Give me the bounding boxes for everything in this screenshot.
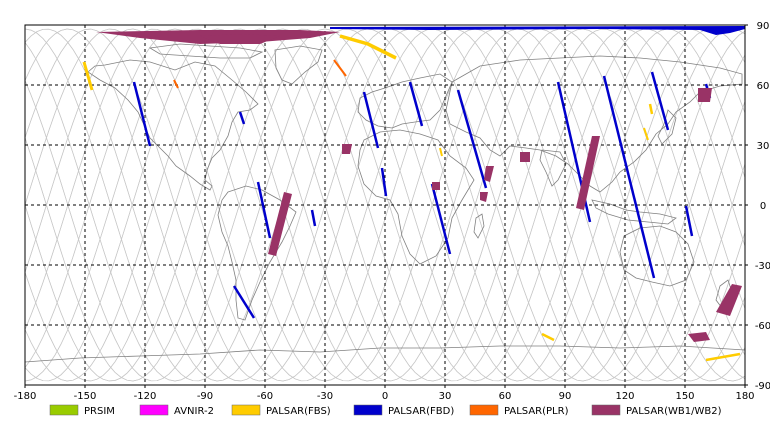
fbd-swath <box>430 183 452 255</box>
fbd-swath <box>232 285 256 319</box>
coastlines <box>24 43 746 363</box>
plr-swath <box>173 79 179 89</box>
fbs-swath <box>648 103 654 115</box>
wb-swath <box>480 192 488 202</box>
legend-label: PALSAR(FBS) <box>266 406 331 417</box>
wb-swath <box>698 88 712 102</box>
x-tick-label: 30 <box>439 391 452 402</box>
plr-swath <box>333 59 347 77</box>
fbd-swath <box>310 209 317 227</box>
fbd-swath <box>256 181 272 239</box>
y-axis-ticks: 90 60 30 0 -30 -60 -90 <box>745 21 770 392</box>
x-tick-label: 0 <box>382 391 388 402</box>
asia-coast <box>445 55 743 193</box>
legend-swatch <box>49 404 79 416</box>
legend-label: AVNIR-2 <box>174 406 214 417</box>
fbd-swath <box>684 205 694 237</box>
x-tick-label: 150 <box>675 391 694 402</box>
x-tick-label: -150 <box>74 391 97 402</box>
legend-label: PALSAR(WB1/WB2) <box>626 406 722 417</box>
greenland-coast <box>274 45 323 85</box>
japan-coast <box>657 109 677 145</box>
x-tick-label: -180 <box>14 391 37 402</box>
y-tick-label: 60 <box>757 81 770 92</box>
x-axis-ticks: -180 -150 -120 -90 -60 -30 0 30 60 90 120 150 180 <box>14 385 755 402</box>
y-tick-label: -30 <box>755 261 770 272</box>
legend-label: PRSIM <box>84 406 115 417</box>
legend-swatch <box>139 404 169 416</box>
wb-swath <box>520 152 530 162</box>
fbd-swath <box>238 111 246 125</box>
fbd-swath <box>602 75 656 279</box>
map-plot-area: -180 -150 -120 -90 -60 -30 0 30 60 90 120 150 180 90… <box>14 21 770 402</box>
fbd-swath <box>650 71 670 131</box>
legend-label: PALSAR(FBD) <box>388 406 454 417</box>
y-tick-label: 90 <box>757 21 770 32</box>
legend-swatch <box>353 404 383 416</box>
x-tick-label: 120 <box>615 391 634 402</box>
fbs-swath <box>705 352 741 362</box>
madagascar-coast <box>473 213 485 239</box>
x-tick-label: 90 <box>559 391 572 402</box>
y-tick-label: 0 <box>760 201 766 212</box>
y-tick-label: 30 <box>757 141 770 152</box>
wb-swath <box>268 192 292 256</box>
wb-swath <box>342 144 352 154</box>
fbs-swath <box>439 147 443 157</box>
wb-swath <box>432 182 440 190</box>
x-tick-label: 60 <box>499 391 512 402</box>
legend-swatch <box>231 404 261 416</box>
north-america-coast <box>87 59 259 191</box>
fbd-swath <box>456 89 488 189</box>
wb-swath <box>576 136 600 210</box>
australia-coast <box>619 225 695 287</box>
y-tick-label: -60 <box>755 321 770 332</box>
legend: PRSIM AVNIR-2 PALSAR(FBS) PALSAR(FBD) PALSAR… <box>49 404 722 417</box>
india-coast <box>539 149 567 187</box>
wb-swath <box>716 284 742 316</box>
grid-lines <box>25 25 745 385</box>
europe-coast <box>357 73 453 129</box>
antarctica-coast <box>24 345 746 363</box>
observation-swaths <box>82 26 745 362</box>
fbd-swath <box>132 81 152 147</box>
wb-swath <box>200 34 280 44</box>
fbs-swath <box>82 61 94 91</box>
fbd-swath <box>362 91 380 149</box>
fbd-swath <box>408 81 424 127</box>
x-tick-label: -120 <box>134 391 157 402</box>
wb-swath <box>688 332 710 342</box>
africa-coast <box>357 129 475 265</box>
x-tick-label: -30 <box>317 391 333 402</box>
legend-label: PALSAR(PLR) <box>504 406 569 417</box>
fbd-swath <box>380 167 388 197</box>
indonesia-coast <box>591 199 677 225</box>
arctic-islands-coast <box>148 43 264 59</box>
fbd-north-polar-band <box>330 26 745 35</box>
wb-swath <box>484 166 494 182</box>
x-tick-label: -90 <box>197 391 213 402</box>
x-tick-label: 180 <box>735 391 754 402</box>
x-tick-label: -60 <box>257 391 273 402</box>
legend-swatch <box>469 404 499 416</box>
y-tick-label: -90 <box>755 381 770 392</box>
fbs-swath <box>339 34 397 60</box>
fbs-swath <box>643 127 649 141</box>
fbs-swath <box>541 332 555 342</box>
legend-swatch <box>591 404 621 416</box>
